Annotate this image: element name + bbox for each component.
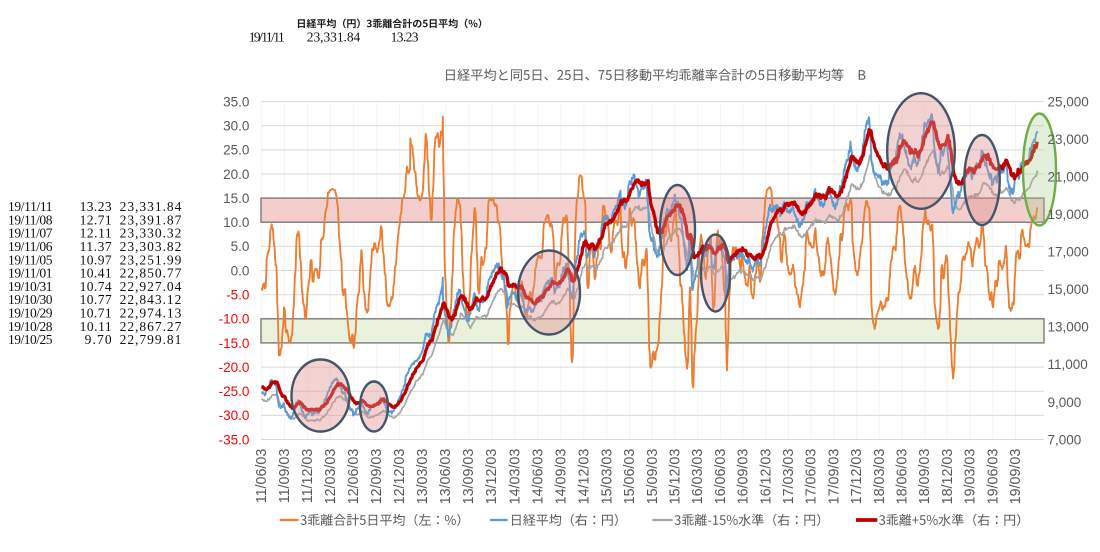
svg-text:10.0: 10.0 <box>223 215 249 230</box>
svg-text:10.97: 10.97 <box>80 252 112 267</box>
svg-text:19/10/28: 19/10/28 <box>8 319 53 334</box>
svg-text:19/11/11: 19/11/11 <box>249 30 285 45</box>
svg-text:12.71: 12.71 <box>80 212 112 227</box>
svg-text:35.0: 35.0 <box>223 94 249 109</box>
svg-text:10.41: 10.41 <box>80 266 112 281</box>
svg-text:-10.0: -10.0 <box>219 312 250 327</box>
svg-text:23,330.32: 23,330.32 <box>120 226 182 241</box>
svg-text:23,251.99: 23,251.99 <box>120 252 182 267</box>
svg-text:16/06/03: 16/06/03 <box>713 449 729 505</box>
svg-text:-20.0: -20.0 <box>219 360 250 375</box>
svg-text:18/06/03: 18/06/03 <box>895 449 911 505</box>
svg-text:10.77: 10.77 <box>80 292 112 307</box>
svg-text:16/12/03: 16/12/03 <box>758 449 774 505</box>
svg-text:17/12/03: 17/12/03 <box>849 449 865 505</box>
svg-text:19/11/01: 19/11/01 <box>8 266 53 281</box>
svg-text:-15.0: -15.0 <box>219 336 250 351</box>
svg-text:19/11/08: 19/11/08 <box>8 212 53 227</box>
svg-text:12.11: 12.11 <box>80 226 112 241</box>
svg-text:12/03/03: 12/03/03 <box>323 449 339 505</box>
svg-text:19/10/29: 19/10/29 <box>8 306 53 321</box>
svg-text:11/12/03: 11/12/03 <box>300 449 316 504</box>
svg-text:22,974.13: 22,974.13 <box>120 306 182 321</box>
svg-text:10.74: 10.74 <box>80 279 112 294</box>
svg-text:12/12/03: 12/12/03 <box>392 449 408 505</box>
svg-text:20.0: 20.0 <box>223 167 249 182</box>
svg-text:11,000: 11,000 <box>1048 357 1088 372</box>
svg-text:11.37: 11.37 <box>80 239 112 254</box>
svg-text:21,000: 21,000 <box>1048 170 1089 185</box>
svg-text:5.0: 5.0 <box>231 239 250 254</box>
svg-text:-5.0: -5.0 <box>226 288 249 303</box>
svg-text:10.71: 10.71 <box>80 306 112 321</box>
svg-text:18/09/03: 18/09/03 <box>917 449 933 505</box>
svg-text:15.0: 15.0 <box>223 191 249 206</box>
svg-text:9.70: 9.70 <box>85 332 112 347</box>
svg-text:25.0: 25.0 <box>223 143 249 158</box>
svg-text:13.23: 13.23 <box>391 30 419 45</box>
svg-text:30.0: 30.0 <box>223 119 249 134</box>
svg-text:19/10/30: 19/10/30 <box>8 292 53 307</box>
svg-text:13/12/03: 13/12/03 <box>484 449 500 505</box>
svg-text:-25.0: -25.0 <box>219 384 250 399</box>
svg-text:23,000: 23,000 <box>1048 132 1089 147</box>
svg-text:19,000: 19,000 <box>1048 207 1089 222</box>
svg-text:15/03/03: 15/03/03 <box>599 449 615 505</box>
svg-text:12/09/03: 12/09/03 <box>369 449 385 505</box>
svg-text:22,927.04: 22,927.04 <box>120 279 182 294</box>
svg-text:11/06/03: 11/06/03 <box>254 449 270 504</box>
svg-text:15/12/03: 15/12/03 <box>668 449 684 505</box>
svg-text:15/06/03: 15/06/03 <box>622 449 638 505</box>
svg-text:19/11/06: 19/11/06 <box>8 239 53 254</box>
svg-text:-30.0: -30.0 <box>219 408 250 423</box>
svg-text:15,000: 15,000 <box>1048 282 1089 297</box>
svg-text:25,000: 25,000 <box>1048 94 1089 109</box>
svg-text:13/09/03: 13/09/03 <box>461 449 477 505</box>
svg-text:16/09/03: 16/09/03 <box>736 449 752 505</box>
svg-text:9,000: 9,000 <box>1048 395 1082 410</box>
svg-text:18/03/03: 18/03/03 <box>872 449 888 505</box>
svg-text:10.11: 10.11 <box>80 319 112 334</box>
svg-text:15/09/03: 15/09/03 <box>645 449 661 505</box>
svg-text:12/06/03: 12/06/03 <box>346 449 362 505</box>
svg-text:0.0: 0.0 <box>231 263 250 278</box>
svg-text:14/12/03: 14/12/03 <box>576 449 592 505</box>
svg-text:-35.0: -35.0 <box>219 432 250 447</box>
svg-text:22,799.81: 22,799.81 <box>120 332 182 347</box>
svg-text:23,391.87: 23,391.87 <box>120 212 182 227</box>
svg-text:13/03/03: 13/03/03 <box>415 449 431 505</box>
svg-text:19/11/07: 19/11/07 <box>8 226 53 241</box>
svg-text:14/03/03: 14/03/03 <box>507 449 523 505</box>
svg-text:19/11/05: 19/11/05 <box>8 252 53 267</box>
svg-text:23,303.82: 23,303.82 <box>120 239 182 254</box>
svg-text:17/06/03: 17/06/03 <box>804 449 820 505</box>
svg-text:11/09/03: 11/09/03 <box>277 449 293 504</box>
svg-text:7,000: 7,000 <box>1048 432 1082 447</box>
svg-text:19/10/25: 19/10/25 <box>8 332 53 347</box>
svg-text:17,000: 17,000 <box>1048 245 1089 260</box>
svg-text:22,843.12: 22,843.12 <box>120 292 182 307</box>
svg-text:19/03/03: 19/03/03 <box>963 449 979 505</box>
svg-text:19/11/11: 19/11/11 <box>8 199 53 214</box>
svg-text:14/09/03: 14/09/03 <box>553 449 569 505</box>
svg-text:22,850.77: 22,850.77 <box>120 266 182 281</box>
svg-text:17/03/03: 17/03/03 <box>781 449 797 505</box>
svg-text:22,867.27: 22,867.27 <box>120 319 182 334</box>
svg-text:23,331.84: 23,331.84 <box>120 199 182 214</box>
svg-text:18/12/03: 18/12/03 <box>940 449 956 505</box>
svg-text:19/10/31: 19/10/31 <box>8 279 53 294</box>
svg-text:19/09/03: 19/09/03 <box>1008 449 1024 505</box>
svg-text:19/06/03: 19/06/03 <box>985 449 1001 505</box>
svg-text:17/09/03: 17/09/03 <box>826 449 842 505</box>
svg-text:16/03/03: 16/03/03 <box>690 449 706 505</box>
svg-text:14/06/03: 14/06/03 <box>530 449 546 505</box>
svg-text:13,000: 13,000 <box>1048 320 1089 335</box>
svg-text:23,331.84: 23,331.84 <box>307 30 361 45</box>
svg-text:13.23: 13.23 <box>80 199 112 214</box>
svg-text:13/06/03: 13/06/03 <box>438 449 454 505</box>
